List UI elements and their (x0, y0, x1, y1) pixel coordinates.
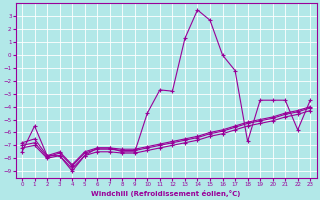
X-axis label: Windchill (Refroidissement éolien,°C): Windchill (Refroidissement éolien,°C) (92, 190, 241, 197)
